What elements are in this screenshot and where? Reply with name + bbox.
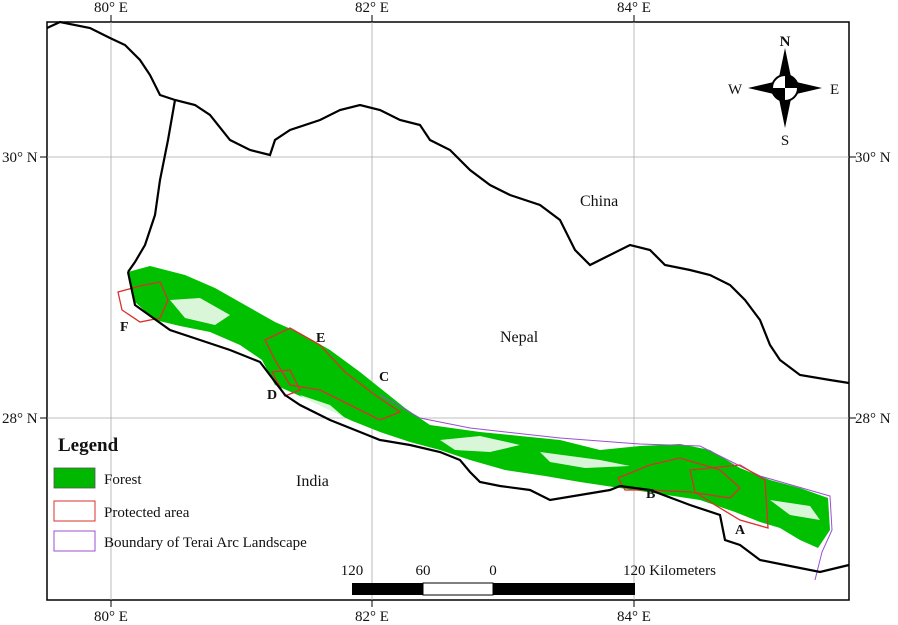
- legend-title: Legend: [58, 435, 119, 456]
- legend-label-tal-boundary: Boundary of Terai Arc Landscape: [104, 535, 307, 551]
- legend-swatch-tal-boundary: [53, 530, 96, 552]
- lon-label-top-82e: 82° E: [355, 0, 389, 16]
- protected-area-a: [689, 464, 769, 529]
- scale-label-120-km: 120 Kilometers: [623, 563, 716, 579]
- compass-n: N: [780, 34, 791, 50]
- protected-area-f: [117, 281, 169, 323]
- non-forest-gaps: [170, 298, 820, 520]
- lon-label-top-84e: 84° E: [617, 0, 651, 16]
- national-boundary-north: [46, 20, 850, 385]
- lon-label-bottom-80e: 80° E: [94, 609, 128, 625]
- scale-bar: 120 60 0 120 Kilometers: [341, 563, 716, 596]
- legend-swatch-forest: [53, 467, 96, 489]
- label-india: India: [296, 473, 329, 490]
- pa-label-d: D: [267, 388, 277, 403]
- pa-label-f: F: [120, 320, 129, 335]
- national-boundary-west: [127, 99, 177, 273]
- lon-label-top-80e: 80° E: [94, 0, 128, 16]
- north-arrow-icon: N S E W: [728, 34, 839, 149]
- terai-arc-boundary: [379, 394, 833, 581]
- pa-label-e: E: [316, 331, 325, 346]
- protected-area-e: [264, 327, 402, 421]
- label-nepal: Nepal: [500, 329, 539, 346]
- scale-label-120-left: 120: [341, 563, 364, 579]
- forest-area: [128, 266, 830, 548]
- compass-e: E: [830, 82, 839, 98]
- legend-label-forest: Forest: [104, 472, 142, 488]
- pa-label-b: B: [646, 487, 655, 502]
- national-boundary-south: [126, 271, 850, 574]
- protected-area-b: [617, 457, 741, 499]
- label-china: China: [580, 193, 618, 210]
- lat-label-right-30n: 30° N: [855, 150, 891, 166]
- legend-label-protected-area: Protected area: [104, 505, 190, 521]
- legend-swatch-protected-area: [53, 500, 96, 522]
- lat-label-left-30n: 30° N: [2, 150, 38, 166]
- pa-label-a: A: [735, 523, 746, 538]
- lat-label-right-28n: 28° N: [855, 411, 891, 427]
- scale-label-0: 0: [489, 563, 497, 579]
- compass-w: W: [728, 82, 743, 98]
- legend: Legend Forest Protected area Boundary of…: [53, 435, 307, 552]
- lat-label-left-28n: 28° N: [2, 411, 38, 427]
- graticule: [47, 22, 849, 600]
- pa-label-c: C: [379, 370, 389, 385]
- scale-label-60: 60: [416, 563, 431, 579]
- lon-label-bottom-82e: 82° E: [355, 609, 389, 625]
- lon-label-bottom-84e: 84° E: [617, 609, 651, 625]
- compass-s: S: [781, 133, 789, 149]
